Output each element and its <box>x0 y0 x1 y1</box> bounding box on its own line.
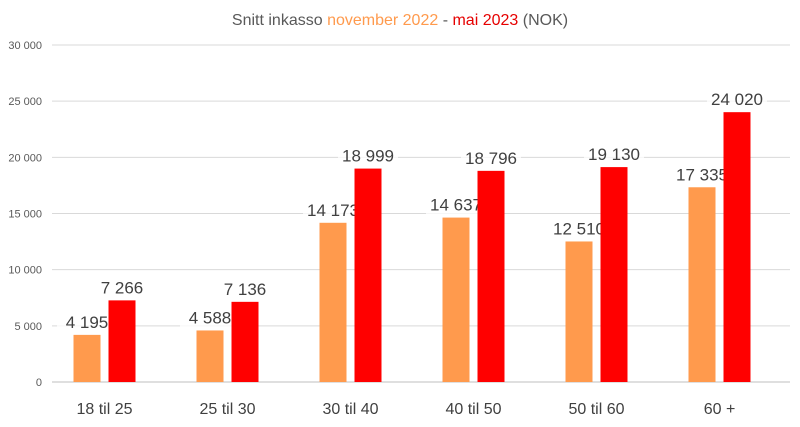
data-label: 18 999 <box>342 147 394 166</box>
data-label-background <box>672 164 732 186</box>
data-label-background <box>461 147 521 169</box>
y-tick-label: 25 000 <box>8 96 42 108</box>
data-label: 17 335 <box>676 165 728 184</box>
data-label: 14 173 <box>307 201 359 220</box>
bar <box>354 168 382 382</box>
y-tick-label: 5 000 <box>14 321 42 333</box>
bar <box>319 222 347 382</box>
title-part2: mai 2023 <box>452 12 518 29</box>
bar <box>600 167 628 382</box>
y-axis: 0 5 000 10 000 15 000 20 000 25 000 30 000 <box>8 40 42 389</box>
x-axis: 18 til 25 25 til 30 30 til 40 40 til 50 50 t… <box>76 401 735 418</box>
bar <box>565 241 593 382</box>
title-prefix: Snitt inkasso <box>232 12 327 29</box>
x-tick-label: 18 til 25 <box>76 401 132 418</box>
bar <box>231 301 259 382</box>
x-tick-label: 40 til 50 <box>445 401 501 418</box>
x-tick-label: 60 + <box>704 401 736 418</box>
y-tick-label: 10 000 <box>8 265 42 277</box>
bar <box>73 334 101 382</box>
data-label: 7 266 <box>101 278 144 297</box>
gridlines <box>52 44 790 383</box>
x-tick-label: 30 til 40 <box>322 401 378 418</box>
data-label: 4 195 <box>66 313 109 332</box>
data-label: 24 020 <box>711 90 763 109</box>
data-label-background <box>426 194 486 216</box>
data-label-background <box>584 144 644 166</box>
bar <box>108 300 136 382</box>
data-label-background <box>180 307 240 329</box>
bar <box>477 170 505 382</box>
data-label: 12 510 <box>553 219 605 238</box>
data-label-background <box>215 278 275 300</box>
data-label: 18 796 <box>465 149 517 168</box>
data-label: 19 130 <box>588 145 640 164</box>
data-label-background <box>92 277 152 299</box>
bars: 4 195 7 266 4 588 7 136 14 173 18 999 14 637 18… <box>57 89 767 383</box>
data-label: 4 588 <box>189 308 232 327</box>
data-label: 7 136 <box>224 280 267 299</box>
chart-title: Snitt inkasso november 2022 - mai 2023 (… <box>232 12 568 29</box>
y-tick-label: 0 <box>36 377 42 389</box>
bar <box>196 330 224 382</box>
title-part1: november 2022 <box>327 12 438 29</box>
x-tick-label: 50 til 60 <box>568 401 624 418</box>
data-label-background <box>303 199 363 221</box>
data-label-background <box>549 218 609 240</box>
bar <box>688 187 716 382</box>
title-separator: - <box>438 12 452 29</box>
data-label-background <box>707 89 767 111</box>
y-tick-label: 15 000 <box>8 209 42 221</box>
y-tick-label: 20 000 <box>8 152 42 164</box>
x-tick-label: 25 til 30 <box>199 401 255 418</box>
y-tick-label: 30 000 <box>8 40 42 52</box>
data-label-background <box>338 145 398 167</box>
bar <box>442 217 470 382</box>
bar <box>723 112 751 383</box>
data-label: 14 637 <box>430 196 482 215</box>
data-label-background <box>57 311 117 333</box>
title-suffix: (NOK) <box>518 12 568 29</box>
